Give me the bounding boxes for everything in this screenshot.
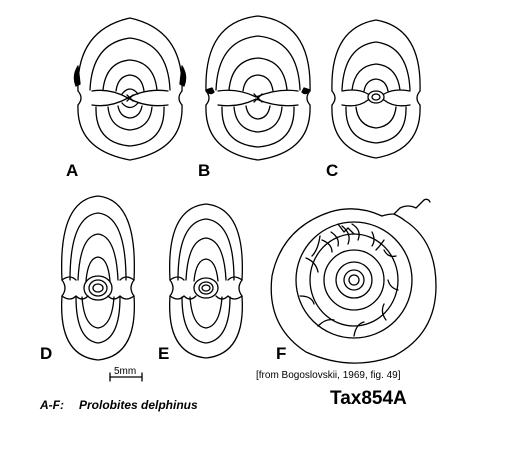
- scale-bar-label: 5mm: [114, 366, 137, 377]
- figure-label-a: A: [66, 161, 79, 180]
- scale-bar: [109, 372, 143, 382]
- source-citation: [from Bogoslovskii, 1969, fig. 49]: [256, 370, 401, 381]
- figure-c-cross-section: [331, 19, 421, 159]
- figure-d-cross-section: [60, 195, 136, 361]
- plate-id: Tax854A: [330, 388, 407, 409]
- figure-e-cross-section: [168, 203, 244, 359]
- figure-label-f: F: [276, 344, 287, 363]
- caption-species: Prolobites delphinus: [79, 398, 198, 412]
- figure-label-e: E: [158, 344, 170, 363]
- figure-a-cross-section: [73, 17, 187, 161]
- figure-label-c: C: [326, 161, 339, 180]
- figure-b-cross-section: [205, 15, 311, 161]
- figure-label-b: B: [198, 161, 211, 180]
- figure-label-d: D: [40, 344, 53, 363]
- caption-prefix: A-F:: [40, 398, 64, 412]
- figure-f-side-view: [270, 198, 437, 364]
